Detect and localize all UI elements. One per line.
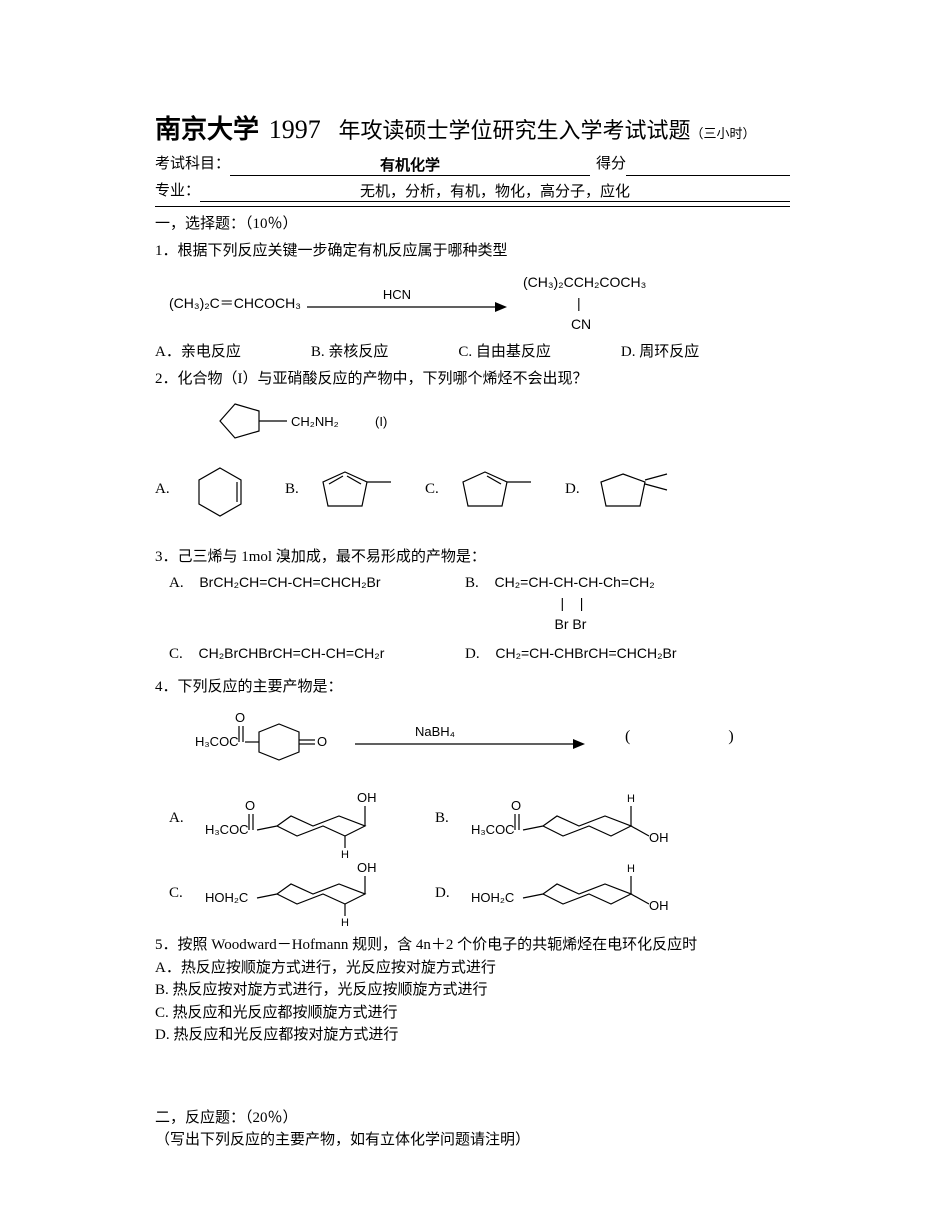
question-4: 4．下列反应的主要产物是： — [155, 676, 790, 699]
q1-opt-d: D. 周环反应 — [621, 341, 699, 364]
q1-opt-b: B. 亲核反应 — [311, 341, 389, 364]
exam-year: 1997 — [269, 110, 321, 149]
q2-options: A. B. C. D. — [155, 460, 790, 520]
q2-compound: CH₂NH₂ (I) — [215, 396, 790, 454]
q3-row1: A. BrCH₂CH=CH-CH=CHCH₂Br B. CH₂=CH-CH-CH… — [155, 572, 790, 635]
section-2-heading: 二，反应题：（20％） — [155, 1107, 790, 1130]
q4-opt-c-icon: HOH₂C OH H — [205, 860, 405, 926]
q1-options: A．亲电反应 B. 亲核反应 C. 自由基反应 D. 周环反应 — [155, 341, 790, 364]
q1-opt-c: C. 自由基反应 — [458, 341, 551, 364]
methyl-cyclopentene-icon — [455, 460, 545, 520]
question-1: 1．根据下列反应关键一步确定有机反应属于哪种类型 — [155, 240, 790, 263]
q4-lhs-icon: H₃COC O O — [195, 702, 355, 772]
svg-text:O: O — [511, 798, 521, 813]
svg-text:CH₂NH₂: CH₂NH₂ — [291, 414, 339, 429]
q5-opt-c: C. 热反应和光反应都按顺旋方式进行 — [155, 1002, 790, 1025]
q1-reaction: (CH₃)₂C＝CHCOCH₃ HCN (CH₃)₂CCH₂COCH₃ | CN — [169, 272, 790, 335]
subject-row: 考试科目： 有机化学 得分 — [155, 153, 790, 176]
svg-text:HOH₂C: HOH₂C — [205, 890, 248, 905]
section-1-heading: 一，选择题：（10％） — [155, 213, 790, 236]
svg-text:(I): (I) — [375, 414, 387, 429]
q4-opts-row1: A. H₃COC O OH H B. H₃COC O H OH — [155, 782, 790, 854]
svg-text:O: O — [317, 734, 327, 749]
major-label: 专业： — [155, 180, 200, 203]
duration-note: （三小时） — [691, 126, 756, 141]
q1-lhs: (CH₃)₂C＝CHCOCH₃ — [169, 293, 301, 314]
q4-reaction: H₃COC O O NaBH₄ ( ) — [195, 702, 790, 772]
question-2: 2．化合物（I）与亚硝酸反应的产物中，下列哪个烯烃不会出现？ — [155, 368, 790, 391]
score-blank — [626, 155, 790, 176]
reaction-arrow-icon: HCN — [307, 285, 507, 315]
q3-opt-c: CH₂BrCHBrCH=CH-CH=CH₂r — [199, 645, 385, 661]
university-name: 南京大学 — [155, 110, 259, 149]
subject-label: 考试科目： — [155, 153, 230, 176]
q4-opt-b-icon: H₃COC O H OH — [471, 782, 671, 854]
svg-text:OH: OH — [357, 790, 377, 805]
svg-text:O: O — [245, 798, 255, 813]
q5-opt-d: D. 热反应和光反应都按对旋方式进行 — [155, 1024, 790, 1047]
svg-text:H₃COC: H₃COC — [205, 822, 249, 837]
svg-text:H: H — [627, 793, 635, 805]
q5-opt-b: B. 热反应按对旋方式进行，光反应按顺旋方式进行 — [155, 979, 790, 1002]
exam-title: 年攻读硕士学位研究生入学考试试题（三小时） — [339, 114, 756, 147]
q3-opt-d: CH₂=CH-CHBrCH=CHCH₂Br — [495, 645, 676, 661]
q5-opt-a: A．热反应按顺旋方式进行，光反应按对旋方式进行 — [155, 957, 790, 980]
q1-rhs: (CH₃)₂CCH₂COCH₃ | CN — [523, 272, 646, 335]
major-row: 专业： 无机，分析，有机，物化，高分子，应化 — [155, 180, 790, 203]
svg-text:O: O — [235, 710, 245, 725]
svg-text:OH: OH — [649, 830, 669, 845]
methyl-cyclopentadiene-icon — [315, 460, 405, 520]
major-blank: 无机，分析，有机，物化，高分子，应化 — [200, 181, 790, 202]
svg-text:H: H — [341, 917, 349, 929]
svg-text:H: H — [627, 863, 635, 875]
svg-text:OH: OH — [649, 898, 669, 913]
q4-opt-a-icon: H₃COC O OH H — [205, 782, 405, 854]
score-label: 得分 — [596, 153, 626, 176]
divider — [155, 206, 790, 207]
q3-opt-b: CH₂=CH-CH-CH-Ch=CH₂ | | Br Br — [495, 572, 655, 635]
cyclohexene-icon — [185, 460, 255, 520]
section-2-note: （写出下列反应的主要产物，如有立体化学问题请注明） — [155, 1129, 790, 1152]
q3-row2: C. CH₂BrCHBrCH=CH-CH=CH₂r D. CH₂=CH-CHBr… — [155, 643, 790, 666]
subject-blank: 有机化学 — [230, 155, 590, 176]
q4-opts-row2: C. HOH₂C OH H D. HOH₂C H OH — [155, 860, 790, 926]
svg-text:HCN: HCN — [383, 287, 411, 302]
cyclopentyl-structure-icon: CH₂NH₂ (I) — [215, 396, 435, 446]
question-3: 3．己三烯与 1mol 溴加成，最不易形成的产物是： — [155, 546, 790, 569]
svg-text:HOH₂C: HOH₂C — [471, 890, 514, 905]
svg-text:OH: OH — [357, 860, 377, 875]
q1-opt-a: A．亲电反应 — [155, 341, 241, 364]
svg-text:NaBH₄: NaBH₄ — [415, 724, 455, 739]
reaction-arrow-icon: NaBH₄ — [355, 722, 585, 752]
page-header: 南京大学 1997 年攻读硕士学位研究生入学考试试题（三小时） — [155, 110, 790, 149]
methylene-cyclopentane-icon — [595, 460, 685, 520]
question-5: 5．按照 Woodward－Hofmann 规则，含 4n＋2 个价电子的共轭烯… — [155, 934, 790, 957]
svg-text:H₃COC: H₃COC — [471, 822, 515, 837]
q4-opt-d-icon: HOH₂C H OH — [471, 860, 671, 926]
svg-text:H₃COC: H₃COC — [195, 734, 239, 749]
q3-opt-a: BrCH₂CH=CH-CH=CHCH₂Br — [199, 574, 380, 590]
